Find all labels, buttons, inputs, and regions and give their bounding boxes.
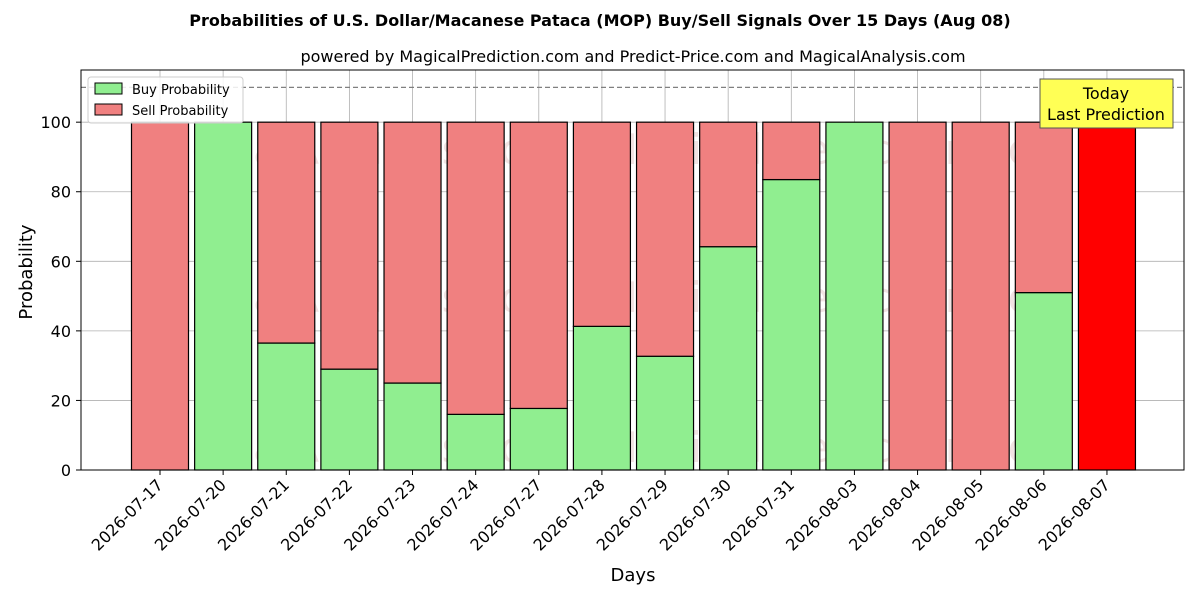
today-annotation-line1: Today <box>1082 84 1129 103</box>
bar-sell-2026-07-24 <box>446 121 505 415</box>
bars <box>130 121 1137 471</box>
bar-buy-2026-07-31 <box>762 178 821 471</box>
bar-buy-2026-07-28 <box>572 325 632 471</box>
legend-box <box>87 76 244 124</box>
y-tick-label: 20 <box>51 391 71 410</box>
x-axis-label: Days <box>611 565 656 586</box>
legend-label-sell: Sell Probability <box>132 104 229 119</box>
bar-buy-2026-08-03 <box>825 121 884 471</box>
bar-sell-2026-07-29 <box>635 121 695 357</box>
bar-buy-2026-07-27 <box>509 407 568 471</box>
bar-sell-2026-07-22 <box>320 121 379 370</box>
bar-sell-2026-08-06 <box>1014 121 1073 294</box>
y-tick-label: 100 <box>40 113 71 132</box>
bar-sell-2026-07-27 <box>509 121 568 410</box>
y-tick-label: 80 <box>51 183 71 202</box>
plot-frame <box>80 69 1185 471</box>
bar-buy-2026-07-20 <box>194 121 253 471</box>
bar-sell-2026-08-07 <box>1077 121 1137 471</box>
today-annotation: Today Last Prediction <box>1039 78 1174 129</box>
today-annotation-box <box>1039 78 1174 129</box>
y-tick-label: 60 <box>51 252 71 271</box>
legend: Buy Probability Sell Probability <box>87 76 244 124</box>
bar-buy-2026-07-21 <box>257 342 316 471</box>
bar-buy-2026-07-30 <box>699 246 758 471</box>
bar-sell-2026-08-04 <box>888 121 947 471</box>
bar-sell-2026-08-05 <box>951 121 1010 471</box>
y-tick-label: 0 <box>61 461 71 480</box>
chart-subtitle: powered by MagicalPrediction.com and Pre… <box>300 47 965 66</box>
legend-label-buy: Buy Probability <box>132 83 230 98</box>
bar-buy-2026-07-22 <box>320 368 379 471</box>
bar-buy-2026-07-24 <box>446 413 505 471</box>
bar-sell-2026-07-31 <box>762 121 821 181</box>
legend-swatch-buy <box>94 82 123 95</box>
chart-title: Probabilities of U.S. Dollar/Macanese Pa… <box>189 11 1010 30</box>
bar-sell-2026-07-17 <box>130 121 190 471</box>
bar-sell-2026-07-23 <box>383 121 442 384</box>
bar-sell-2026-07-28 <box>572 121 632 327</box>
bar-buy-2026-07-23 <box>383 382 442 471</box>
legend-swatch-sell <box>94 103 123 116</box>
y-tick-label: 40 <box>51 322 71 341</box>
today-annotation-line2: Last Prediction <box>1047 105 1165 124</box>
bar-sell-2026-07-21 <box>257 121 316 344</box>
y-axis-label: Probability <box>16 224 37 319</box>
bar-buy-2026-08-06 <box>1014 292 1073 471</box>
bar-buy-2026-07-29 <box>635 355 695 471</box>
bar-sell-2026-07-30 <box>699 121 758 248</box>
